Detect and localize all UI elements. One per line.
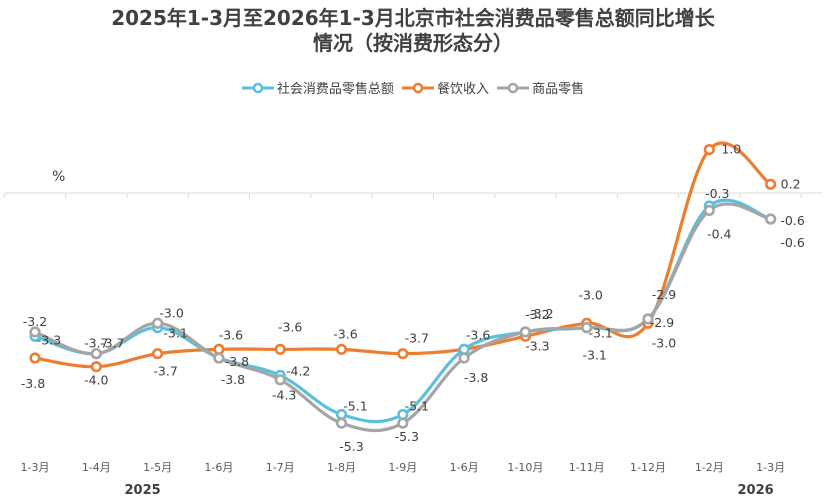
- data-label-total: -0.3: [705, 186, 729, 201]
- data-label-total: -3.3: [37, 332, 61, 347]
- data-point-goods[interactable]: [458, 352, 470, 364]
- data-label-goods: -3.8: [464, 370, 488, 385]
- x-tick-label: 1-6月: [204, 461, 233, 474]
- data-point-catering[interactable]: [274, 343, 286, 355]
- x-tick-label: 1-11月: [569, 461, 605, 474]
- y-axis-unit-label: %: [52, 169, 65, 185]
- x-tick-label: 1-7月: [266, 461, 295, 474]
- x-tick-label: 1-8月: [327, 461, 356, 474]
- x-tick-label: 1-2月: [695, 461, 724, 474]
- legend-label-catering: 餐饮收入: [436, 82, 489, 97]
- data-point-goods[interactable]: [397, 417, 409, 429]
- legend-label-goods: 商品零售: [532, 82, 585, 97]
- data-label-catering: -3.8: [21, 376, 45, 391]
- data-point-catering[interactable]: [335, 343, 348, 355]
- data-label-goods: -5.3: [395, 429, 419, 444]
- data-label-goods: -0.6: [780, 235, 804, 250]
- data-label-total: -0.6: [780, 213, 804, 228]
- data-point-goods[interactable]: [213, 352, 225, 364]
- data-label-catering: -3.6: [333, 326, 357, 341]
- data-point-catering[interactable]: [152, 348, 164, 360]
- data-point-goods[interactable]: [519, 326, 532, 338]
- year-label: 2026: [738, 483, 774, 498]
- data-point-catering[interactable]: [397, 348, 409, 360]
- x-tick-label: 1-12月: [630, 461, 666, 474]
- data-label-catering: -3.6: [278, 319, 302, 334]
- data-point-goods[interactable]: [335, 417, 348, 429]
- series-line-total: [33, 198, 773, 424]
- data-label-catering: 0.2: [781, 176, 801, 191]
- data-label-total: -3.1: [163, 326, 187, 341]
- x-tick-label: 1-10月: [507, 461, 543, 474]
- data-point-total[interactable]: [458, 343, 470, 355]
- data-label-catering: -3.7: [405, 331, 429, 346]
- data-label-total: -3.2: [529, 306, 553, 321]
- x-tick-label: 1-9月: [388, 461, 417, 474]
- data-label-total: -3.1: [589, 326, 613, 341]
- legend-marker-goods: [497, 82, 530, 93]
- data-label-goods: -3.1: [583, 348, 607, 363]
- data-label-total: -3.7: [100, 336, 124, 351]
- data-point-catering[interactable]: [764, 178, 777, 190]
- data-point-goods[interactable]: [90, 348, 102, 360]
- series-line-catering: [33, 141, 773, 369]
- legend-item-catering[interactable]: 餐饮收入: [401, 78, 489, 97]
- legend-label-total: 社会消费品零售总额: [276, 82, 394, 97]
- data-label-total: -3.8: [225, 354, 249, 369]
- data-label-goods: -3.0: [159, 305, 183, 320]
- x-tick-label: 1-5月: [143, 461, 172, 474]
- data-label-total: -5.1: [405, 398, 429, 413]
- data-label-goods: -3.8: [221, 372, 245, 387]
- data-point-catering[interactable]: [90, 361, 102, 373]
- data-label-catering: -3.3: [525, 338, 549, 353]
- legend-marker-catering: [401, 82, 434, 93]
- data-label-total: -3.6: [466, 327, 490, 342]
- legend-item-total[interactable]: 社会消费品零售总额: [241, 78, 394, 97]
- data-label-catering: -3.7: [153, 364, 177, 379]
- chart-legend: 社会消费品零售总额 餐饮收入 商品零售: [0, 78, 826, 98]
- data-label-total: -4.2: [286, 363, 310, 378]
- data-label-goods: -2.9: [652, 287, 676, 302]
- legend-item-goods[interactable]: 商品零售: [497, 78, 584, 97]
- data-label-goods: -0.4: [707, 226, 731, 241]
- x-tick-label: 1-4月: [82, 461, 111, 474]
- data-label-catering: -3.0: [579, 287, 603, 302]
- data-label-catering: -3.0: [652, 335, 676, 350]
- x-tick-label: 1-3月: [21, 461, 50, 474]
- data-point-goods[interactable]: [764, 213, 777, 225]
- data-point-goods[interactable]: [29, 326, 41, 338]
- data-label-goods: -5.3: [339, 439, 363, 454]
- chart-title-line2: 情况（按消费形态分）: [313, 31, 513, 55]
- data-point-goods[interactable]: [581, 322, 593, 334]
- chart-title: 2025年1-3月至2026年1-3月北京市社会消费品零售总额同比增长 情况（按…: [0, 6, 826, 56]
- data-point-goods[interactable]: [642, 313, 654, 325]
- x-tick-label: 1-6月: [450, 461, 479, 474]
- data-point-catering[interactable]: [703, 143, 715, 156]
- data-label-catering: -3.6: [219, 327, 243, 342]
- data-label-goods: -3.2: [23, 314, 47, 329]
- data-point-goods[interactable]: [274, 374, 286, 386]
- data-label-goods: -3.2: [525, 307, 549, 322]
- x-tick-label: 1-3月: [756, 461, 785, 474]
- legend-marker-total: [241, 82, 274, 93]
- year-label: 2025: [125, 483, 161, 498]
- chart-title-line1: 2025年1-3月至2026年1-3月北京市社会消费品零售总额同比增长: [111, 6, 715, 30]
- data-point-goods[interactable]: [152, 317, 164, 329]
- data-label-catering: 1.0: [721, 142, 741, 157]
- data-point-goods[interactable]: [703, 204, 715, 216]
- data-label-goods: -3.7: [84, 336, 108, 351]
- data-point-catering[interactable]: [213, 343, 225, 355]
- data-label-total: -2.9: [650, 315, 674, 330]
- data-label-catering: -4.0: [84, 373, 108, 388]
- data-label-goods: -4.3: [272, 388, 296, 403]
- data-point-catering[interactable]: [29, 352, 41, 364]
- data-label-total: -5.1: [343, 398, 367, 413]
